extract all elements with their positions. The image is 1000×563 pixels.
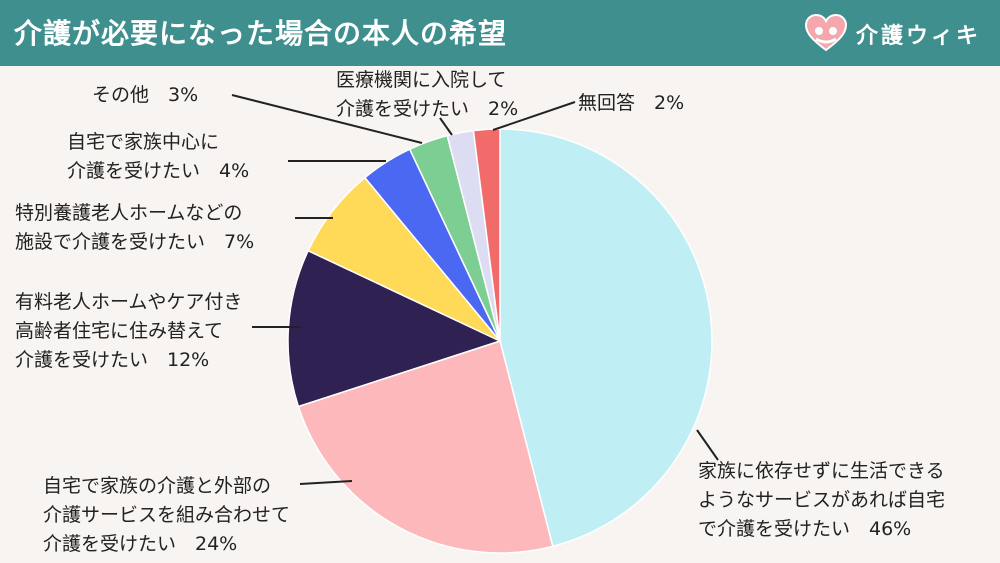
slice-label-3: 有料老人ホームやケア付き 高齢者住宅に住み替えて 介護を受けたい 12%	[15, 288, 242, 375]
slice-label-line: ようなサービスがあれば自宅	[698, 489, 946, 511]
slice-label-7: 医療機関に入院して 介護を受けたい 2%	[336, 66, 518, 124]
leader-line-8	[492, 101, 576, 131]
slice-label-2: 自宅で家族の介護と外部の 介護サービスを組み合わせて 介護を受けたい 24%	[43, 472, 290, 559]
slice-label-8: 無回答 2%	[578, 89, 684, 118]
heart-icon	[804, 13, 848, 52]
slice-label-line: 介護サービスを組み合わせて	[43, 504, 291, 526]
leader-line-1	[696, 429, 719, 461]
slice-label-line: 介護を受けたい 12%	[15, 349, 210, 371]
pie-slice-2	[297, 340, 554, 554]
slice-label-line: 介護を受けたい 4%	[67, 160, 250, 182]
header-bar: 介護が必要になった場合の本人の希望 介護ウィキ	[0, 0, 1000, 66]
slice-label-line: 高齢者住宅に住み替えて	[15, 320, 224, 342]
brand-name: 介護ウィキ	[856, 24, 982, 49]
leader-line-2	[299, 480, 353, 485]
slice-label-line: 介護を受けたい 2%	[336, 98, 519, 120]
slice-label-line: 家族に依存せずに生活できる	[698, 460, 945, 482]
slice-label-1: 家族に依存せずに生活できる ようなサービスがあれば自宅 で介護を受けたい 46%	[698, 457, 945, 544]
slice-label-line: 医療機関に入院して	[336, 69, 507, 91]
slice-label-4: 特別養護老人ホームなどの 施設で介護を受けたい 7%	[15, 199, 254, 257]
slice-label-5: 自宅で家族中心に介護を受けたい 4%	[67, 128, 249, 186]
slice-label-line: 介護を受けたい 24%	[43, 533, 238, 555]
slice-label-line: 特別養護老人ホームなどの	[15, 202, 243, 224]
brand-logo[interactable]: 介護ウィキ	[804, 13, 994, 53]
slice-label-line: 無回答 2%	[578, 92, 685, 114]
pie-slice-1	[499, 128, 713, 548]
slice-label-line: 施設で介護を受けたい 7%	[15, 231, 255, 253]
leader-line-6	[231, 94, 423, 144]
page-title: 介護が必要になった場合の本人の希望	[14, 17, 508, 50]
slice-label-line: その他 3%	[92, 84, 199, 106]
leader-line-7	[439, 117, 453, 136]
slice-label-6: その他 3%	[92, 81, 198, 110]
pie-slice-8	[472, 128, 501, 342]
slice-label-line: で介護を受けたい 46%	[698, 518, 912, 540]
slice-label-line: 自宅で家族中心に	[67, 131, 220, 153]
slice-label-line: 自宅で家族の介護と外部の	[43, 475, 272, 497]
slice-label-line: 有料老人ホームやケア付き	[15, 291, 243, 313]
